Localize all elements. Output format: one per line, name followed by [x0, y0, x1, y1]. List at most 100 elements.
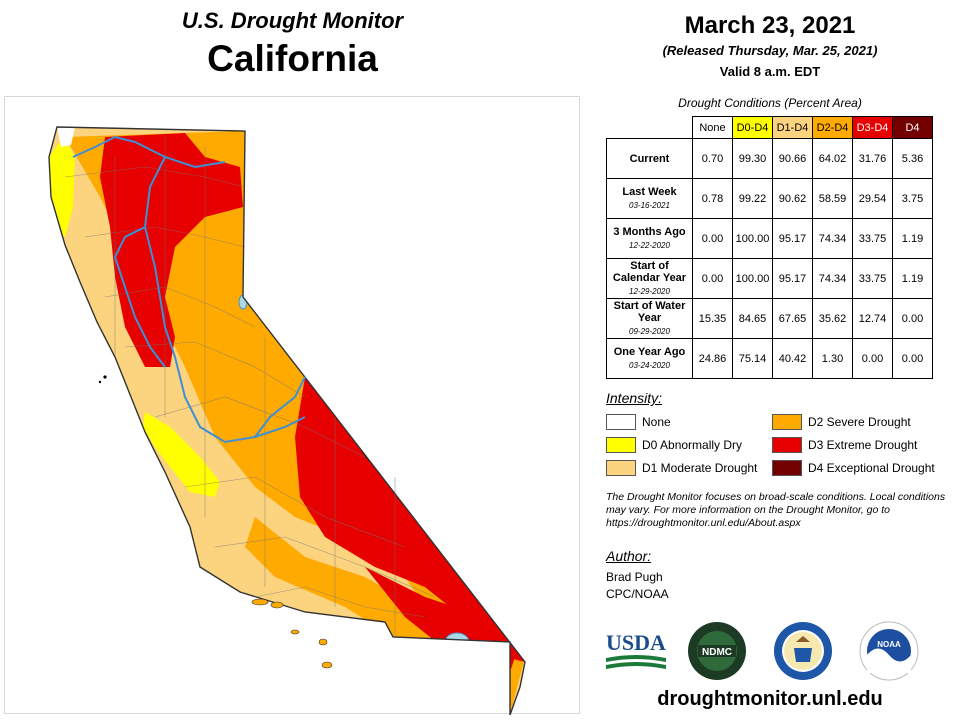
noaa-logo-text: NOAA	[877, 640, 901, 649]
legend-label-d1: D1 Moderate Drought	[642, 461, 758, 475]
table-cell: 90.66	[772, 138, 813, 179]
row-date: 03-24-2020	[629, 360, 670, 370]
intensity-title: Intensity:	[606, 390, 663, 406]
header-blank	[606, 116, 693, 139]
author-title: Author:	[606, 548, 652, 564]
ndmc-logo-text: NDMC	[702, 647, 732, 658]
table-cell: 0.00	[852, 338, 893, 379]
legend-d3: D3 Extreme Drought	[772, 437, 917, 453]
legend-label-none: None	[642, 415, 671, 429]
county-lines	[64, 137, 436, 637]
row-label: Start of Water Year 09-29-2020	[606, 298, 693, 339]
ndmc-logo[interactable]: NDMC	[686, 620, 748, 682]
zone-d3-north	[100, 133, 243, 367]
release-date: (Released Thursday, Mar. 25, 2021)	[662, 43, 878, 58]
header-right: March 23, 2021 (Released Thursday, Mar. …	[600, 12, 940, 79]
row-date: 12-22-2020	[629, 240, 670, 250]
state-title: California	[207, 38, 378, 79]
swatch-d1	[606, 460, 636, 476]
swatch-d3	[772, 437, 802, 453]
table-cell: 33.75	[852, 218, 893, 259]
table-cell: 95.17	[772, 218, 813, 259]
legend-label-d0: D0 Abnormally Dry	[642, 438, 743, 452]
table-cell: 5.36	[892, 138, 933, 179]
monitor-subtitle: U.S. Drought Monitor	[181, 8, 404, 33]
table-cell: 0.00	[692, 218, 733, 259]
swatch-d4	[772, 460, 802, 476]
california-map-svg	[48, 126, 526, 715]
drought-conditions-table: None D0-D4 D1-D4 D2-D4 D3-D4 D4 Current 0…	[606, 116, 933, 379]
row-date: 03-16-2021	[629, 200, 670, 210]
table-cell: 1.19	[892, 218, 933, 259]
hydro-boundaries	[72, 135, 306, 444]
table-cell: 58.59	[812, 178, 853, 219]
bay-islands	[98, 375, 107, 384]
website-link[interactable]: droughtmonitor.unl.edu	[657, 688, 883, 710]
row-label-text: 3 Months Ago	[613, 225, 686, 238]
table-cell: 95.17	[772, 258, 813, 299]
table-cell: 29.54	[852, 178, 893, 219]
legend-label-d4: D4 Exceptional Drought	[808, 461, 935, 475]
table-cell: 0.00	[892, 338, 933, 379]
salton-sea	[444, 632, 470, 652]
legend-d2: D2 Severe Drought	[772, 414, 911, 430]
col-d3-d4: D3-D4	[852, 116, 893, 139]
swatch-none	[606, 414, 636, 430]
table-cell: 64.02	[812, 138, 853, 179]
table-cell: 99.30	[732, 138, 773, 179]
table-cell: 15.35	[692, 298, 733, 339]
table-cell: 84.65	[732, 298, 773, 339]
row-label: Current	[606, 138, 693, 179]
table-cell: 40.42	[772, 338, 813, 379]
row-label: Last Week 03-16-2021	[606, 178, 693, 219]
usda-logo[interactable]: USDA	[604, 628, 668, 674]
legend-label-d3: D3 Extreme Drought	[808, 438, 918, 452]
swatch-d0	[606, 437, 636, 453]
author-block: Brad Pugh CPC/NOAA	[606, 569, 669, 603]
zone-d3-east	[295, 377, 525, 662]
row-label-text: Last Week	[622, 185, 677, 198]
col-d1-d4: D1-D4	[772, 116, 813, 139]
table-row: Start of Water Year 09-29-2020 15.35 84.65 6…	[606, 298, 933, 339]
table-cell: 74.34	[812, 258, 853, 299]
col-d2-d4: D2-D4	[812, 116, 853, 139]
row-label-text: Current	[629, 152, 670, 165]
table-row: Current 0.70 99.30 90.66 64.02 31.76 5.36	[606, 138, 933, 179]
partner-logos: USDA NDMC NOAA	[600, 620, 940, 682]
noaa-logo[interactable]: NOAA	[858, 620, 920, 682]
usda-logo-text: USDA	[606, 630, 666, 655]
state-outline	[48, 126, 526, 715]
legend-none: None	[606, 414, 671, 430]
doc-seal-logo[interactable]	[772, 620, 834, 682]
table-cell: 1.30	[812, 338, 853, 379]
author-org: CPC/NOAA	[606, 587, 669, 601]
table-cell: 0.70	[692, 138, 733, 179]
zone-d0-socal	[385, 637, 445, 707]
channel-islands	[251, 598, 333, 669]
table-row: Start of Calendar Year 12-29-2020 0.00 100.…	[606, 258, 933, 299]
zone-d0-centralcoast	[143, 412, 220, 497]
row-label-text: Start of Water Year	[613, 299, 686, 324]
table-row: 3 Months Ago 12-22-2020 0.00 100.00 95.17 74.…	[606, 218, 933, 259]
table-cell: 0.78	[692, 178, 733, 219]
table-cell: 24.86	[692, 338, 733, 379]
valid-time: Valid 8 a.m. EDT	[719, 64, 821, 79]
table-header-row: None D0-D4 D1-D4 D2-D4 D3-D4 D4	[606, 116, 933, 139]
zone-none	[57, 127, 75, 147]
header-left: U.S. Drought Monitor California	[0, 8, 585, 80]
author-name: Brad Pugh	[606, 570, 663, 584]
table-cell: 0.00	[692, 258, 733, 299]
row-label: Start of Calendar Year 12-29-2020	[606, 258, 693, 299]
table-cell: 100.00	[732, 258, 773, 299]
table-cell: 3.75	[892, 178, 933, 219]
row-date: 09-29-2020	[629, 326, 670, 336]
legend-d4: D4 Exceptional Drought	[772, 460, 935, 476]
table-cell: 99.22	[732, 178, 773, 219]
legend-d0: D0 Abnormally Dry	[606, 437, 742, 453]
table-cell: 75.14	[732, 338, 773, 379]
table-cell: 100.00	[732, 218, 773, 259]
table-cell: 90.62	[772, 178, 813, 219]
row-label-text: One Year Ago	[613, 345, 686, 358]
map-date: March 23, 2021	[684, 12, 856, 39]
col-none: None	[692, 116, 733, 139]
